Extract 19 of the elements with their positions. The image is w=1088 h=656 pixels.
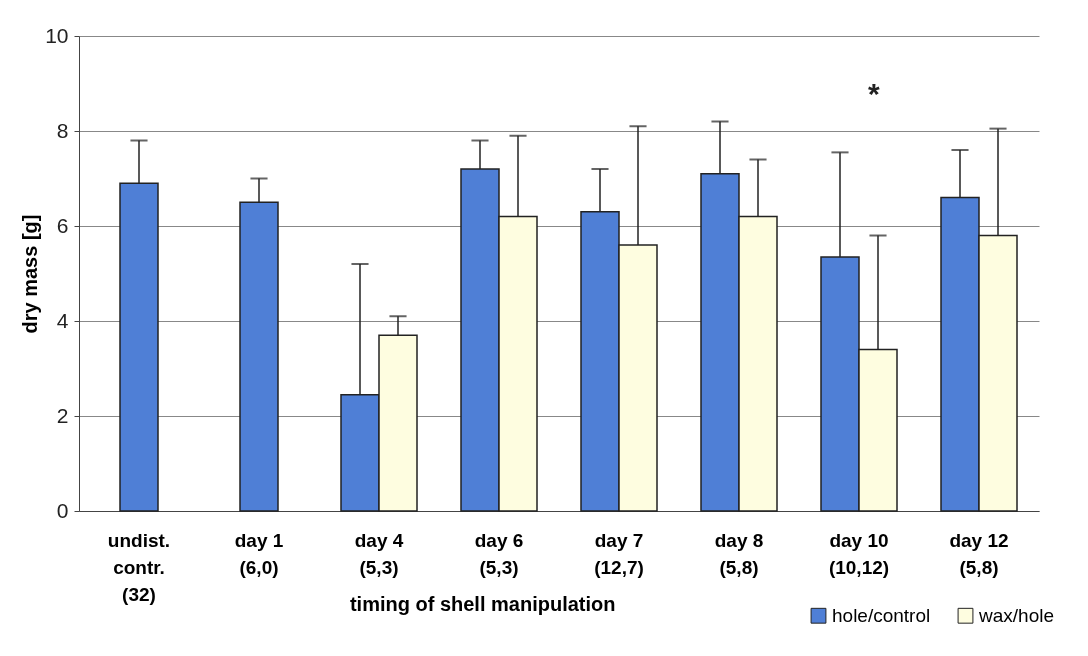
x-tick-label: undist. contr. (32) — [107, 529, 171, 605]
x-tick-label: day 1 (6,0) — [234, 529, 284, 578]
y-axis-title: dry mass [g] — [19, 214, 42, 334]
y-tick-label: 6 — [56, 213, 69, 237]
y-tick-label: 2 — [56, 403, 69, 427]
y-tick-label: 4 — [56, 308, 69, 332]
x-tick-label: day 7 (12,7) — [594, 529, 644, 578]
legend-label: hole/control — [832, 604, 931, 626]
x-tick-label: day 4 (5,3) — [354, 529, 404, 578]
legend-label: wax/hole — [978, 604, 1054, 626]
x-axis-title: timing of shell manipulation — [349, 592, 616, 615]
x-tick-label: day 12 (5,8) — [949, 529, 1009, 578]
y-tick-label: 8 — [56, 118, 69, 142]
x-tick-label: day 6 (5,3) — [474, 529, 524, 578]
x-tick-label: day 10 (10,12) — [828, 529, 890, 578]
annotation: * — [868, 77, 881, 111]
y-tick-label: 10 — [45, 23, 69, 47]
y-tick-label: 0 — [56, 498, 69, 522]
x-tick-label: day 8 (5,8) — [714, 529, 764, 578]
